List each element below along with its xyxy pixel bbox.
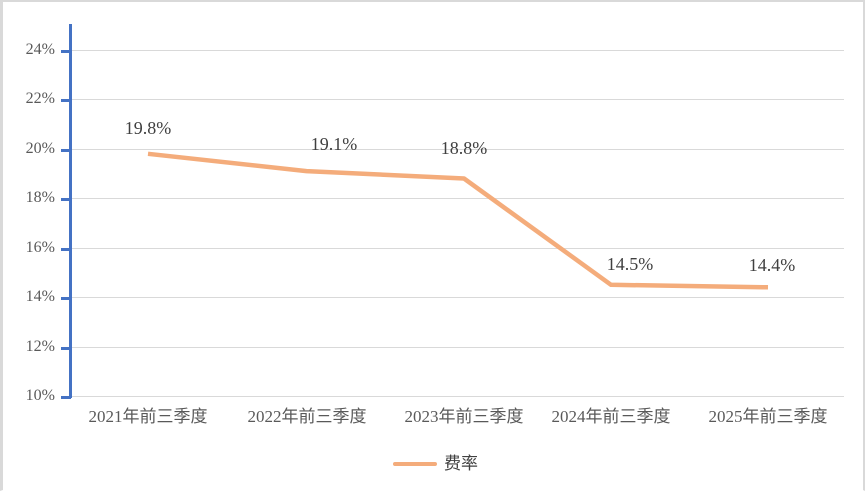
y-axis-label-text: 14% <box>25 288 55 305</box>
y-axis-label-text: 20% <box>25 140 55 157</box>
data-label-2024: 14.5% <box>606 254 654 274</box>
gridline-22 <box>71 99 844 100</box>
y-axis-tick-18 <box>61 198 71 201</box>
x-axis-label-2021: 2021年前三季度 <box>88 407 208 426</box>
y-axis-label-text: 10% <box>25 387 55 404</box>
gridline-12 <box>71 347 844 348</box>
gridline-10 <box>71 396 844 397</box>
legend-swatch-fee-rate[interactable] <box>393 462 437 466</box>
y-axis-label-14: 14% <box>3 289 55 305</box>
y-axis-label-text: 16% <box>25 239 55 256</box>
x-axis-label-2024: 2024年前三季度 <box>551 407 671 426</box>
y-axis-label-18: 18% <box>3 190 55 206</box>
y-axis-label-10: 10% <box>3 388 55 404</box>
y-axis-line <box>69 24 72 398</box>
y-axis-label-text: 18% <box>25 189 55 206</box>
gridline-16 <box>71 248 844 249</box>
gridline-18 <box>71 198 844 199</box>
x-axis-label-2025: 2025年前三季度 <box>708 407 828 426</box>
data-label-2022: 19.1% <box>310 134 358 154</box>
y-axis-tick-14 <box>61 297 71 300</box>
y-axis-tick-22 <box>61 99 71 102</box>
data-label-2023: 18.8% <box>440 138 488 158</box>
y-axis-tick-10 <box>61 396 71 399</box>
plot-area: 24% 22% 20% 18% 16% 14% 12% 10% 19.8% 19… <box>3 2 865 493</box>
gridline-14 <box>71 297 844 298</box>
x-axis-label-2022: 2022年前三季度 <box>247 407 367 426</box>
y-axis-label-22: 22% <box>3 91 55 107</box>
gridline-24 <box>71 50 844 51</box>
y-axis-label-20: 20% <box>3 141 55 157</box>
y-axis-tick-16 <box>61 248 71 251</box>
y-axis-label-12: 12% <box>3 339 55 355</box>
chart-legend: 费率 <box>3 454 865 474</box>
legend-label-fee-rate[interactable]: 费率 <box>444 454 478 473</box>
data-label-2025: 14.4% <box>748 255 796 275</box>
y-axis-label-24: 24% <box>3 42 55 58</box>
y-axis-label-text: 24% <box>25 41 55 58</box>
y-axis-tick-24 <box>61 50 71 53</box>
y-axis-label-text: 12% <box>25 338 55 355</box>
data-label-2021: 19.8% <box>124 118 172 138</box>
gridline-20 <box>71 149 844 150</box>
y-axis-label-16: 16% <box>3 240 55 256</box>
y-axis-tick-12 <box>61 347 71 350</box>
y-axis-tick-20 <box>61 149 71 152</box>
x-axis-label-2023: 2023年前三季度 <box>404 407 524 426</box>
y-axis-label-text: 22% <box>25 90 55 107</box>
